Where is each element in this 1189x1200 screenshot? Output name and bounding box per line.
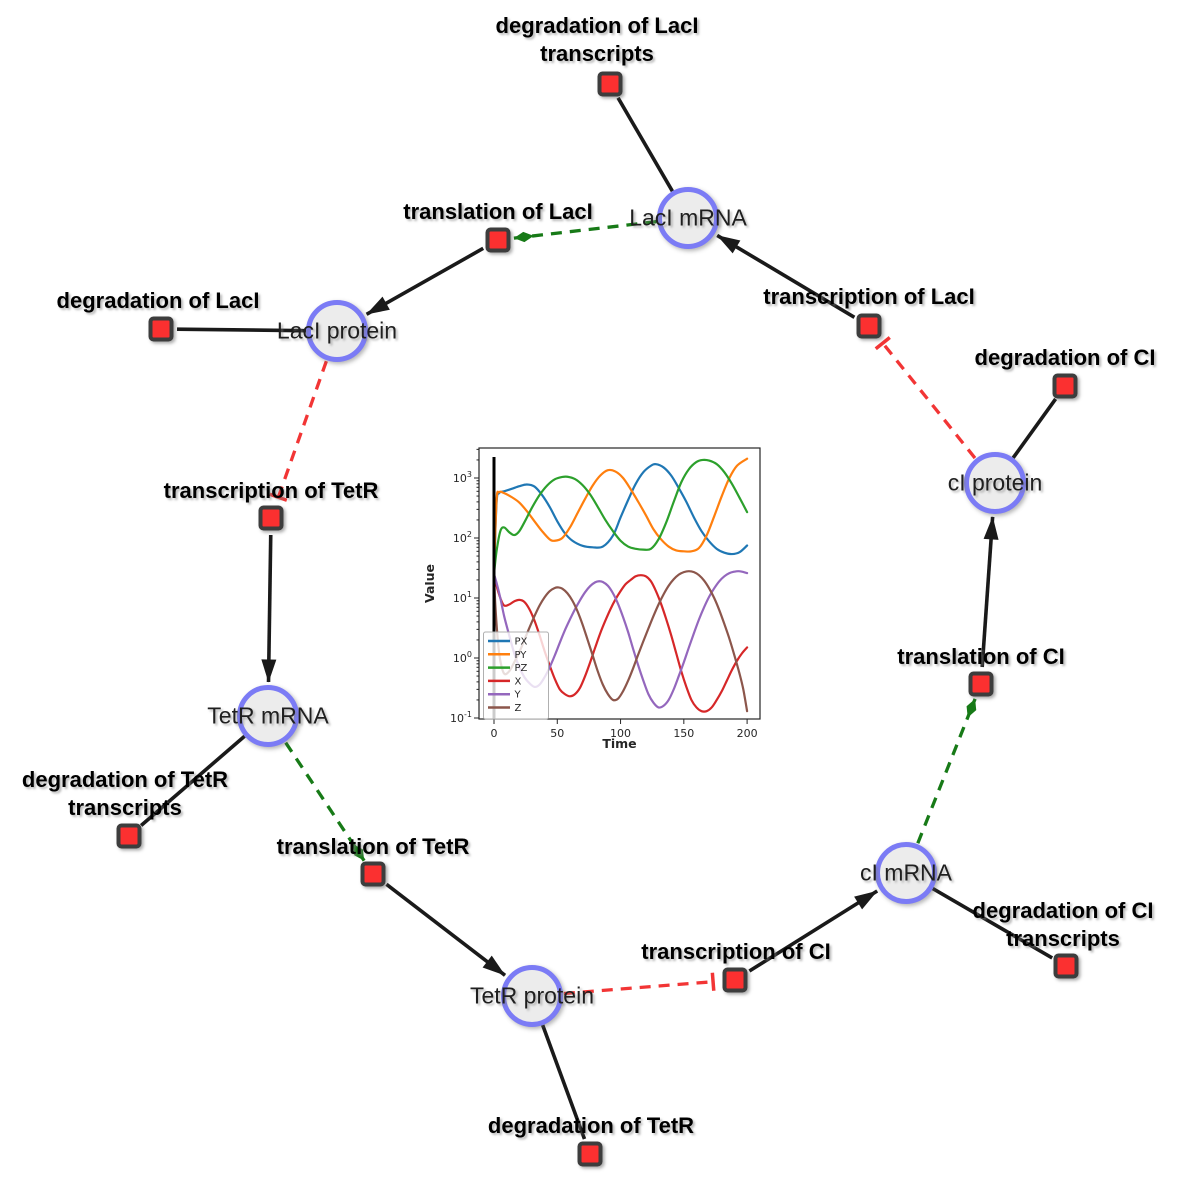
chart-legend: PX PY PZ XYZ [483,631,549,720]
edge-laci-mrna-tln-laci [513,220,657,243]
legend-label-Z: Z [515,703,522,714]
y-tick-label: 100 [453,650,472,665]
series-line-PX [492,463,749,576]
reaction-node-deg-laci-tx[interactable] [597,71,623,97]
series-line-Z [492,570,749,713]
edge-tln-ci-ci-protein [980,516,999,668]
edge-tetr-protein-txn-ci [563,972,716,996]
x-tick-label: 50 [550,727,564,740]
edge-tetr-mrna-deg-tetr-tx [139,734,246,827]
legend-label-PX: PX [515,637,528,648]
x-tick-label: 0 [491,727,498,740]
edge-tln-tetr-tetr-protein [385,882,507,977]
species-node-laci-protein[interactable] [306,300,368,362]
species-node-laci-mrna[interactable] [657,187,719,249]
x-axis-label: Time [602,736,636,751]
edge-ci-mrna-deg-ci-tx [931,887,1054,960]
edge-laci-protein-deg-laci [176,327,307,333]
reaction-node-deg-laci[interactable] [148,316,174,342]
reaction-node-tln-laci[interactable] [485,227,511,253]
edge-ci-protein-txn-laci [874,336,977,460]
series-line-X [492,573,749,713]
x-tick-label: 100 [610,727,631,740]
reaction-node-txn-ci[interactable] [722,967,748,993]
edge-laci-protein-txn-tetr [269,360,328,502]
edge-txn-tetr-tetr-mrna [261,534,277,683]
reaction-node-deg-tetr-tx[interactable] [116,823,142,849]
x-tick-label: 200 [737,727,758,740]
edge-tetr-mrna-tln-tetr [284,741,366,862]
reaction-node-deg-ci-tx[interactable] [1053,953,1079,979]
series-line-PZ [492,458,749,576]
legend-label-Y: Y [514,690,522,701]
timeseries-chart: 0 50 100 150 20010-1100101102103TimeValuePXP… [425,435,770,765]
edge-tln-laci-laci-protein [365,246,485,316]
edge-ci-mrna-tln-ci [916,698,977,844]
edge-laci-mrna-deg-laci-tx [616,96,674,193]
reaction-node-txn-laci[interactable] [856,313,882,339]
legend-label-PY: PY [515,650,528,661]
reaction-node-tln-ci[interactable] [968,671,994,697]
y-tick-label: 103 [453,470,472,485]
y-tick-label: 10-1 [450,710,472,725]
reaction-node-deg-ci[interactable] [1052,373,1078,399]
y-axis-label: Value [425,564,437,603]
edge-txn-laci-laci-mrna [716,233,856,319]
series-line-PY [492,457,749,576]
legend-label-X: X [515,676,522,687]
x-tick-label: 150 [673,727,694,740]
reaction-node-txn-tetr[interactable] [258,505,284,531]
y-tick-label: 102 [453,530,472,545]
species-node-ci-mrna[interactable] [875,842,937,904]
reaction-node-tln-tetr[interactable] [360,861,386,887]
edge-txn-ci-ci-mrna [748,889,879,973]
y-tick-label: 101 [453,590,472,605]
legend-label-PZ: PZ [515,663,528,674]
edge-ci-protein-deg-ci [1011,397,1058,459]
edge-tetr-protein-deg-tetr [540,1024,587,1140]
species-node-tetr-protein[interactable] [501,965,563,1027]
reaction-node-deg-tetr[interactable] [577,1141,603,1167]
species-node-tetr-mrna[interactable] [237,685,299,747]
species-node-ci-protein[interactable] [964,452,1026,514]
plot-frame [478,447,761,720]
